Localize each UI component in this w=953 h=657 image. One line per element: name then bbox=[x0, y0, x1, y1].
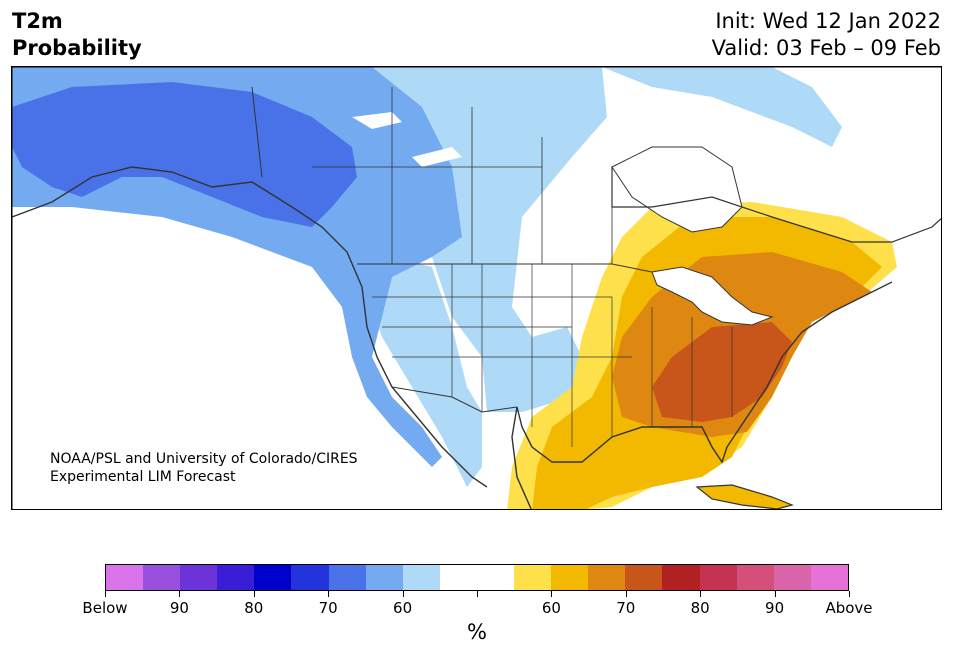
hudson-bay bbox=[611, 146, 743, 233]
colorbar bbox=[105, 564, 849, 591]
colorbar-tick bbox=[700, 591, 702, 597]
title-line-2: Probability bbox=[12, 36, 142, 60]
arctic-lake-2 bbox=[412, 147, 462, 167]
colorbar-segment bbox=[625, 565, 663, 590]
colorbar-segment bbox=[439, 565, 477, 590]
us-mexico-border bbox=[391, 386, 518, 413]
colorbar-segment bbox=[180, 565, 218, 590]
colorbar-segment bbox=[476, 565, 515, 590]
colorbar-tick-label: 60 bbox=[541, 599, 561, 617]
colorbar-segment bbox=[291, 565, 329, 590]
colorbar-tick bbox=[477, 591, 478, 597]
above-70-region bbox=[652, 322, 792, 422]
colorbar-segment bbox=[588, 565, 626, 590]
colorbar-tick bbox=[774, 591, 776, 597]
colorbar-tick-label: 90 bbox=[169, 599, 189, 617]
colorbar-tick bbox=[179, 591, 181, 597]
west-coastline bbox=[12, 166, 488, 488]
colorbar-segment bbox=[551, 565, 589, 590]
map-title: T2m Probability bbox=[12, 8, 142, 62]
north-america-map bbox=[12, 67, 941, 509]
credit-line-2: Experimental LIM Forecast bbox=[50, 469, 236, 485]
init-date: Init: Wed 12 Jan 2022 bbox=[715, 9, 941, 33]
mexico-coastline bbox=[511, 406, 532, 509]
colorbar-tick-label: Above bbox=[825, 599, 873, 617]
great-lakes bbox=[651, 266, 774, 326]
cuba-outline bbox=[695, 484, 794, 509]
colorbar-segment bbox=[514, 565, 552, 590]
colorbar-segment bbox=[810, 565, 848, 590]
gulf-coastline bbox=[516, 281, 893, 464]
colorbar-tick bbox=[551, 591, 553, 597]
below-70-region bbox=[12, 82, 357, 227]
alaska-border bbox=[251, 86, 263, 178]
colorbar-segment bbox=[143, 565, 181, 590]
colorbar-tick bbox=[328, 591, 330, 597]
credit-text: NOAA/PSL and University of Colorado/CIRE… bbox=[50, 450, 358, 486]
colorbar-segment bbox=[736, 565, 774, 590]
colorbar-segment bbox=[699, 565, 737, 590]
colorbar-tick-label: 70 bbox=[616, 599, 636, 617]
colorbar-segment bbox=[773, 565, 811, 590]
title-line-1: T2m bbox=[12, 9, 63, 33]
forecast-dates: Init: Wed 12 Jan 2022 Valid: 03 Feb – 09… bbox=[712, 8, 941, 62]
colorbar-segment bbox=[254, 565, 292, 590]
valid-date: Valid: 03 Feb – 09 Feb bbox=[711, 36, 941, 60]
colorbar-tick-label: 60 bbox=[393, 599, 413, 617]
colorbar-tick bbox=[849, 591, 850, 597]
colorbar-tick bbox=[253, 591, 255, 597]
colorbar-segment bbox=[365, 565, 403, 590]
colorbar-unit: % bbox=[467, 620, 487, 644]
colorbar-tick bbox=[402, 591, 404, 597]
colorbar-segment bbox=[402, 565, 440, 590]
colorbar-segment bbox=[217, 565, 255, 590]
colorbar-segment bbox=[662, 565, 700, 590]
canada-provinces bbox=[312, 87, 613, 264]
colorbar-tick-label: Below bbox=[82, 599, 128, 617]
colorbar-tick bbox=[625, 591, 627, 597]
north-coastline bbox=[611, 167, 941, 243]
colorbar-tick-label: 90 bbox=[765, 599, 785, 617]
us-states bbox=[372, 264, 733, 447]
map-panel: NOAA/PSL and University of Colorado/CIRE… bbox=[11, 66, 942, 510]
colorbar-segment bbox=[328, 565, 366, 590]
arctic-lake-1 bbox=[352, 112, 402, 129]
colorbar-tick-label: 80 bbox=[244, 599, 264, 617]
credit-line-1: NOAA/PSL and University of Colorado/CIRE… bbox=[50, 451, 358, 467]
colorbar-tick-label: 80 bbox=[690, 599, 710, 617]
colorbar-tick-label: 70 bbox=[318, 599, 338, 617]
colorbar-segment bbox=[106, 565, 144, 590]
below-60-region-north bbox=[602, 67, 842, 147]
colorbar-tick bbox=[105, 591, 106, 597]
